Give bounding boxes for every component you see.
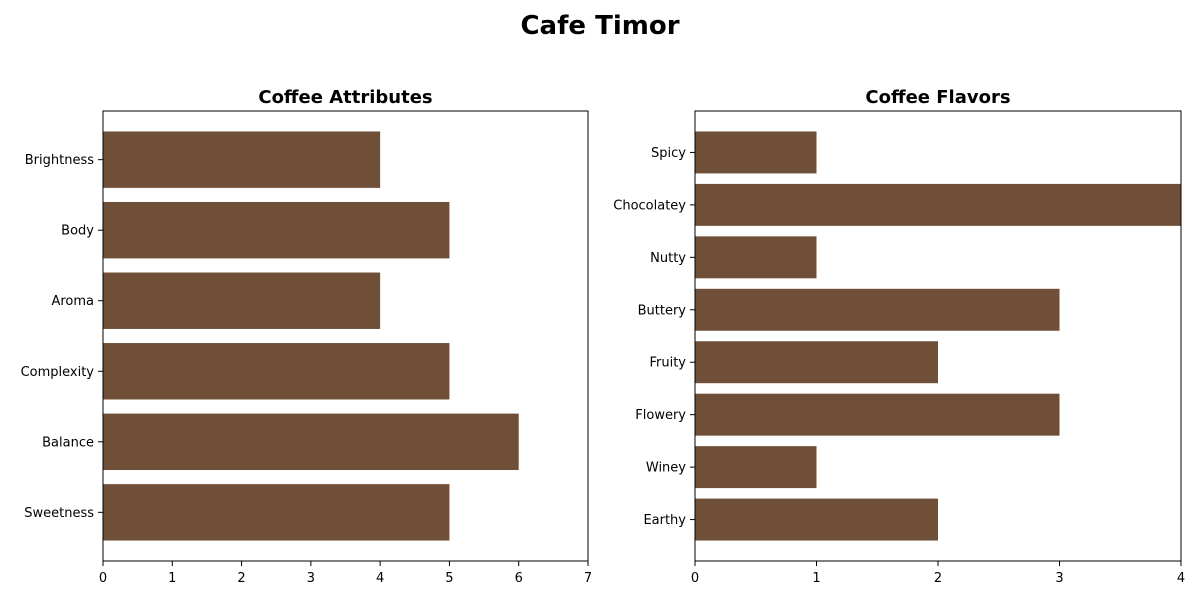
x-tick-label: 0 [691, 571, 699, 586]
x-tick-label: 3 [1055, 571, 1063, 586]
bar-chocolatey [695, 183, 1181, 226]
y-tick-label-chocolatey: Chocolatey [613, 198, 686, 213]
bar-spicy [695, 131, 817, 174]
y-tick-label-buttery: Buttery [638, 303, 687, 318]
x-tick-label: 1 [168, 571, 176, 586]
bar-body [103, 201, 450, 259]
bar-sweetness [103, 484, 450, 541]
coffee-flavors-chart: Coffee Flavors Spicy Chocolatey Nutty Butter… [613, 87, 1185, 586]
x-tick-label: 2 [934, 571, 942, 586]
x-tick-label: 0 [99, 571, 107, 586]
axes-title: Coffee Flavors [865, 87, 1010, 108]
y-tick-label-balance: Balance [42, 435, 94, 450]
y-tick-label-flowery: Flowery [635, 408, 686, 423]
x-tick-label: 4 [376, 571, 384, 586]
axes-title: Coffee Attributes [258, 87, 432, 108]
bar-buttery [695, 288, 1060, 331]
bar-nutty [695, 236, 817, 279]
axes-frame [102, 110, 589, 562]
bar-winey [695, 446, 817, 489]
coffee-attributes-chart: Coffee Attributes Brightness Body Aroma Comp… [21, 87, 593, 586]
x-tick-label: 7 [584, 571, 592, 586]
y-tick-label-brightness: Brightness [25, 153, 94, 168]
bar-aroma [103, 272, 381, 329]
figure-title: Cafe Timor [520, 11, 679, 41]
y-tick-label-nutty: Nutty [650, 251, 686, 266]
y-tick-label-fruity: Fruity [649, 356, 686, 371]
bar-complexity [103, 343, 450, 400]
x-tick-label: 1 [812, 571, 820, 586]
y-tick-label-complexity: Complexity [21, 365, 95, 380]
bar-earthy [695, 498, 938, 541]
x-tick-label: 5 [445, 571, 453, 586]
y-tick-label-earthy: Earthy [643, 513, 686, 528]
bar-brightness [103, 131, 381, 188]
axes-frame [694, 110, 1182, 562]
x-tick-label: 4 [1177, 571, 1185, 586]
bar-flowery [695, 393, 1060, 436]
y-tick-label-aroma: Aroma [51, 294, 94, 309]
x-tick-label: 2 [237, 571, 245, 586]
x-tick-label: 3 [307, 571, 315, 586]
y-tick-label-winey: Winey [646, 461, 686, 476]
bar-balance [103, 413, 519, 471]
y-tick-label-sweetness: Sweetness [24, 506, 94, 521]
y-tick-label-spicy: Spicy [651, 146, 686, 161]
bar-fruity [695, 341, 938, 384]
x-tick-label: 6 [515, 571, 523, 586]
y-tick-label-body: Body [61, 224, 94, 239]
